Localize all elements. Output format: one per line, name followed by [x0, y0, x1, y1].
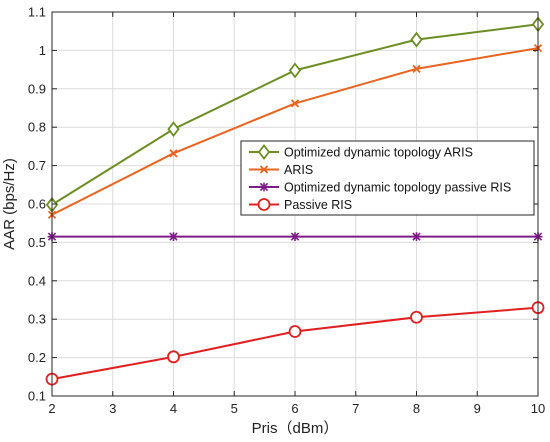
- legend: Optimized dynamic topology ARIS ARIS Optim…: [240, 140, 535, 216]
- y-tick-label: 1: [39, 43, 46, 58]
- x-axis-label: Pris（dBm）: [252, 420, 339, 437]
- x-tick-label: 3: [109, 401, 116, 416]
- data-point-marker: [290, 99, 300, 108]
- y-tick-label: 0.3: [28, 312, 46, 327]
- legend-marker: [257, 198, 271, 211]
- x-tick-label: 7: [352, 401, 359, 416]
- legend-label: Optimized dynamic topology ARIS: [284, 146, 473, 160]
- y-tick-label: 0.7: [28, 158, 46, 173]
- y-tick-label: 0.2: [28, 350, 46, 365]
- x-tick-label: 8: [413, 401, 420, 416]
- x-tick-label: 4: [170, 401, 177, 416]
- y-tick-label: 0.1: [28, 389, 46, 404]
- data-point-marker: [410, 310, 423, 324]
- y-tick-label: 0.6: [28, 197, 46, 212]
- x-tick-label: 6: [291, 401, 298, 416]
- legend-label: Passive RIS: [284, 198, 352, 212]
- y-tick-label: 0.8: [28, 120, 46, 135]
- legend-box: [240, 140, 535, 216]
- x-tick-label: 10: [531, 401, 545, 416]
- data-point-marker: [288, 62, 302, 79]
- y-tick-label: 0.9: [28, 81, 46, 96]
- data-point-marker: [167, 121, 180, 138]
- x-axis-ticks: 2 3 4 5 6 7 8 9 10: [48, 12, 545, 416]
- legend-marker: [259, 165, 269, 174]
- data-point-marker: [412, 232, 421, 242]
- data-point-marker: [410, 31, 423, 48]
- legend-label: ARIS: [284, 163, 313, 177]
- y-axis-ticks: 0.1 0.2 0.3 0.4 0.5 0.6 0.7 0.8 0.9 1 1.1: [28, 5, 538, 404]
- y-tick-label: 1.1: [28, 5, 46, 20]
- legend-marker: [259, 182, 269, 192]
- y-tick-label: 0.4: [28, 273, 46, 288]
- data-point-marker: [288, 325, 302, 338]
- grid-lines: [52, 12, 538, 396]
- data-point-marker: [169, 149, 178, 158]
- data-point-marker: [290, 232, 300, 242]
- y-tick-label: 0.5: [28, 235, 46, 250]
- x-tick-label: 9: [474, 401, 481, 416]
- data-point-marker: [412, 64, 421, 73]
- legend-label: Optimized dynamic topology passive RIS: [284, 181, 511, 195]
- x-tick-label: 2: [48, 401, 55, 416]
- x-tick-label: 5: [231, 401, 238, 416]
- data-point-marker: [167, 350, 180, 364]
- y-axis-label: AAR (bps/Hz): [1, 158, 18, 250]
- data-point-marker: [169, 232, 178, 242]
- legend-marker: [257, 144, 271, 160]
